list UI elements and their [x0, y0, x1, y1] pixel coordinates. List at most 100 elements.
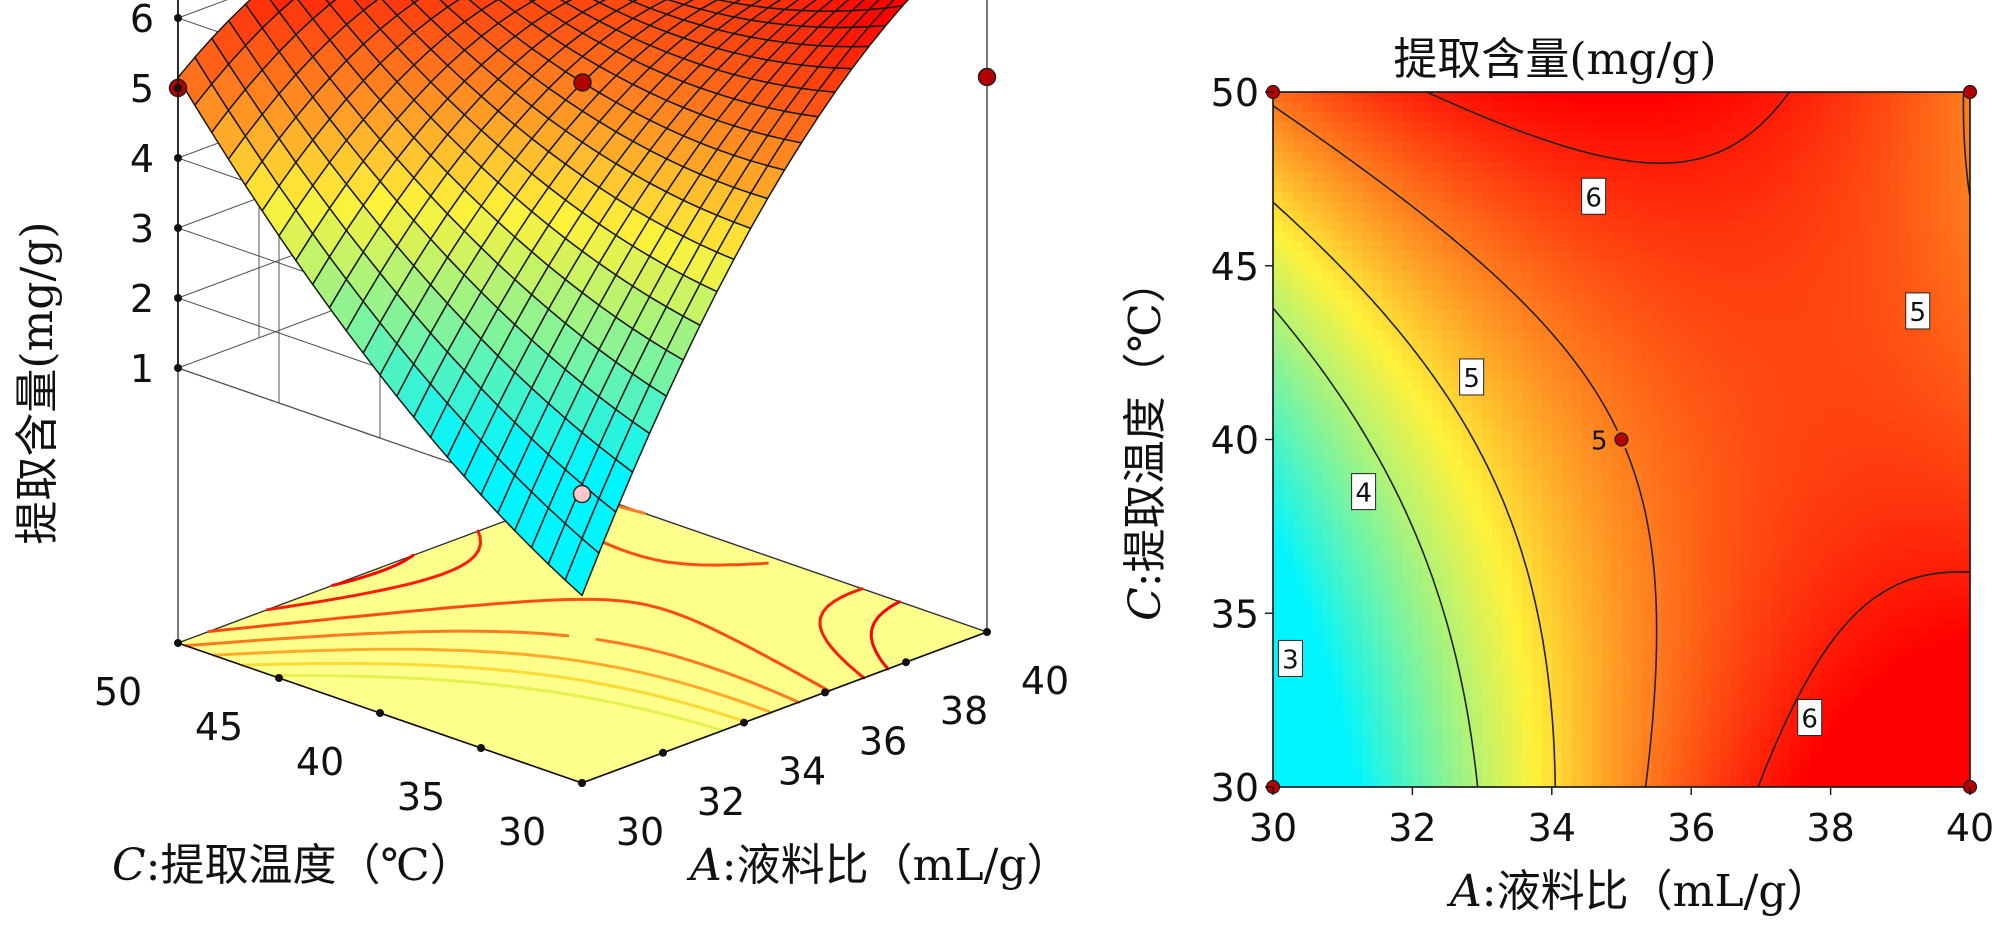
heatmap-cell [1641, 538, 1652, 550]
heatmap-cell [1621, 211, 1633, 222]
heatmap-cell [1571, 548, 1583, 560]
heatmap-cell [1790, 221, 1802, 232]
heatmap-cell [1511, 320, 1523, 331]
heatmap-cell [1591, 449, 1603, 460]
heatmap-cell [1452, 121, 1463, 133]
heatmap-cell [1332, 578, 1344, 590]
heatmap-cell [1442, 568, 1453, 580]
heatmap-cell [1571, 509, 1583, 520]
heatmap-cell [1810, 677, 1822, 689]
heatmap-cell [1860, 201, 1872, 212]
heatmap-cell [1671, 558, 1682, 570]
heatmap-cell [1541, 469, 1553, 480]
heatmap-cell [1671, 509, 1682, 520]
heatmap-cell [1273, 528, 1284, 540]
heatmap-cell [1810, 648, 1822, 659]
heatmap-cell [1721, 171, 1732, 182]
heatmap-cell [1492, 767, 1503, 778]
heatmap-cell [1531, 727, 1543, 738]
heatmap-cell [1770, 101, 1782, 113]
heatmap-cell [1462, 568, 1473, 580]
heatmap-cell [1392, 499, 1404, 510]
heatmap-cell [1800, 628, 1812, 639]
heatmap-cell [1292, 489, 1304, 500]
heatmap-cell [1571, 638, 1583, 649]
surface-x-axis [581, 631, 988, 784]
heatmap-cell [1571, 399, 1583, 411]
heatmap-cell [1541, 419, 1553, 431]
heatmap-cell [1352, 300, 1364, 312]
heatmap-cell [1392, 598, 1404, 609]
heatmap-cell [1691, 151, 1702, 163]
heatmap-cell [1273, 320, 1284, 331]
heatmap-cell [1591, 280, 1603, 292]
heatmap-cell [1561, 340, 1573, 351]
heatmap-cell [1352, 131, 1364, 143]
heatmap-cell [1651, 727, 1662, 738]
heatmap-cell [1721, 449, 1732, 460]
heatmap-cell [1531, 121, 1543, 133]
heatmap-cell [1611, 548, 1623, 560]
heatmap-cell [1671, 191, 1682, 202]
heatmap-cell [1472, 767, 1483, 778]
heatmap-cell [1392, 677, 1404, 689]
heatmap-cell [1860, 518, 1872, 530]
heatmap-cell [1880, 588, 1891, 599]
heatmap-cell [1591, 697, 1603, 709]
heatmap-cell [1790, 350, 1802, 361]
heatmap-cell [1402, 439, 1413, 451]
heatmap-cell [1800, 280, 1812, 292]
heatmap-cell [1581, 509, 1593, 520]
heatmap-cell [1621, 181, 1633, 192]
heatmap-cell [1621, 340, 1633, 351]
heatmap-cell [1561, 439, 1573, 451]
heatmap-cell [1840, 608, 1852, 619]
heatmap-cell [1302, 360, 1314, 371]
heatmap-cell [1531, 509, 1543, 520]
heatmap-cell [1551, 687, 1563, 699]
heatmap-cell [1740, 191, 1752, 202]
heatmap-cell [1561, 677, 1573, 689]
heatmap-cell [1442, 379, 1453, 391]
heatmap-cell [1760, 489, 1772, 500]
heatmap-cell [1282, 92, 1294, 103]
heatmap-cell [1850, 648, 1862, 659]
heatmap-cell [1422, 777, 1433, 787]
heatmap-cell [1362, 260, 1374, 272]
heatmap-cell [1571, 171, 1583, 182]
heatmap-cell [1452, 648, 1463, 659]
heatmap-cell [1631, 370, 1643, 381]
heatmap-cell [1621, 240, 1633, 252]
heatmap-cell [1870, 191, 1881, 202]
heatmap-cell [1332, 310, 1344, 321]
heatmap-cell [1621, 469, 1633, 480]
heatmap-cell [1352, 191, 1364, 202]
heatmap-cell [1302, 538, 1314, 550]
heatmap-cell [1342, 588, 1354, 599]
heatmap-cell [1721, 717, 1732, 729]
heatmap-cell [1701, 350, 1712, 361]
heatmap-cell [1830, 538, 1842, 550]
heatmap-cell [1870, 240, 1881, 252]
heatmap-cell [1671, 727, 1682, 738]
heatmap-cell [1850, 221, 1862, 232]
heatmap-cell [1750, 191, 1762, 202]
heatmap-cell [1671, 121, 1682, 133]
heatmap-cell [1412, 598, 1423, 609]
heatmap-cell [1800, 469, 1812, 480]
heatmap-cell [1382, 429, 1394, 441]
heatmap-cell [1711, 131, 1722, 143]
heatmap-cell [1402, 558, 1413, 570]
heatmap-cell [1292, 409, 1304, 421]
heatmap-cell [1541, 360, 1553, 371]
heatmap-cell [1571, 260, 1583, 272]
heatmap-cell [1511, 181, 1523, 192]
heatmap-cell [1541, 618, 1553, 629]
heatmap-cell [1273, 141, 1284, 153]
heatmap-cell [1412, 221, 1423, 232]
heatmap-cell [1830, 747, 1842, 758]
heatmap-cell [1561, 360, 1573, 371]
heatmap-cell [1671, 598, 1682, 609]
heatmap-cell [1820, 459, 1832, 470]
heatmap-cell [1870, 250, 1881, 262]
